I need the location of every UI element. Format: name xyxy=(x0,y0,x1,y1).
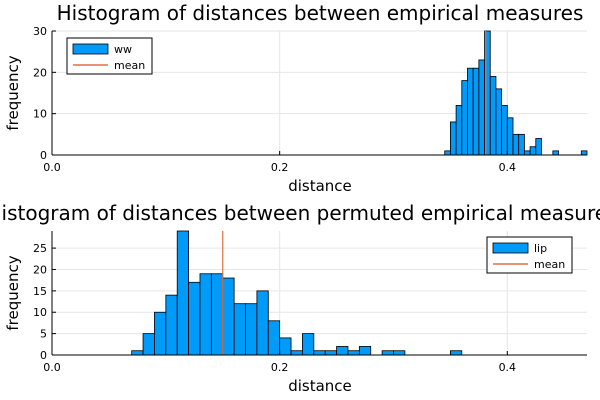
chart-bottom-xlabel: distance xyxy=(288,377,352,395)
x-tick-label: 0.2 xyxy=(271,161,289,174)
y-tick-label: 0 xyxy=(40,149,47,162)
y-tick-label: 0 xyxy=(40,349,47,362)
legend-label: mean xyxy=(114,59,145,72)
histogram-bar xyxy=(324,350,337,356)
histogram-bar xyxy=(188,281,201,356)
histogram-bar xyxy=(580,150,588,156)
histogram-bar xyxy=(478,59,485,156)
histogram-bar xyxy=(506,117,514,156)
y-tick-label: 30 xyxy=(33,25,47,38)
chart-top-title: Histogram of distances between empirical… xyxy=(57,1,584,25)
histogram-bar xyxy=(131,350,144,356)
legend-label: ww xyxy=(114,43,132,56)
chart-bottom-plot: 0.0 0.2 0.4 0 5 10 15 20 25 lip mean xyxy=(33,230,587,374)
histogram-bar xyxy=(142,333,155,356)
histogram-bar xyxy=(154,311,167,356)
histogram-bar xyxy=(518,133,525,156)
y-tick-label: 5 xyxy=(40,328,47,341)
x-tick-label: 0.2 xyxy=(271,361,289,374)
histogram-bar xyxy=(501,105,508,156)
histogram-bar xyxy=(313,350,326,356)
x-tick-label: 0.0 xyxy=(43,161,61,174)
y-tick-label: 10 xyxy=(33,108,47,121)
histogram-bar xyxy=(233,303,246,356)
x-tick-label: 0.4 xyxy=(499,361,517,374)
legend-swatch-bar xyxy=(492,242,529,254)
chart-top-ylabel: frequency xyxy=(4,55,22,130)
histogram-bar xyxy=(523,150,531,156)
x-tick-label: 0.4 xyxy=(499,161,517,174)
legend: ww mean xyxy=(66,37,153,75)
histogram-bar xyxy=(267,320,281,356)
histogram-bar xyxy=(552,150,559,156)
y-tick-label: 15 xyxy=(33,285,47,298)
histogram-bar xyxy=(279,337,292,356)
histogram-bar xyxy=(489,76,497,156)
histogram-bar xyxy=(358,346,372,356)
histogram-bar xyxy=(336,346,349,356)
histogram-bar xyxy=(450,350,463,356)
histogram-bar xyxy=(165,294,178,356)
histogram-bar xyxy=(444,150,451,156)
histogram-bar xyxy=(210,273,224,356)
y-tick-label: 20 xyxy=(33,263,47,276)
histogram-bar xyxy=(302,333,315,356)
histogram-bar xyxy=(472,67,480,156)
y-tick-label: 25 xyxy=(33,242,47,255)
legend-swatch-bar xyxy=(72,43,109,55)
chart-top-xlabel: distance xyxy=(288,177,352,195)
histogram-bar xyxy=(222,277,235,356)
histogram-bar xyxy=(199,273,212,356)
histogram-bar xyxy=(381,350,394,356)
chart-top: Histogram of distances between empirical… xyxy=(4,1,588,195)
histogram-bar xyxy=(529,146,537,156)
chart-bottom-title: Histogram of distances between permuted … xyxy=(0,201,600,225)
legend: lip mean xyxy=(486,236,573,274)
histogram-bar xyxy=(535,138,542,156)
chart-top-plot: 0.0 0.2 0.4 0 10 20 30 ww mean xyxy=(33,25,588,174)
histogram-bar xyxy=(467,67,474,156)
histogram-bar xyxy=(245,303,258,356)
histogram-bar xyxy=(495,88,503,156)
histogram-bar xyxy=(455,105,463,156)
x-tick-label: 0.0 xyxy=(43,361,61,374)
histogram-bar xyxy=(290,350,303,356)
histogram-bar xyxy=(450,121,457,156)
legend-label: lip xyxy=(534,242,547,255)
y-tick-label: 20 xyxy=(33,66,47,79)
legend-label: mean xyxy=(534,258,565,271)
histogram-bar xyxy=(461,80,468,156)
histogram-bar xyxy=(393,350,406,356)
y-tick-label: 10 xyxy=(33,306,47,319)
chart-bottom: Histogram of distances between permuted … xyxy=(0,201,600,395)
histogram-bar xyxy=(256,290,269,356)
chart-bottom-ylabel: frequency xyxy=(4,255,22,330)
histogram-bar xyxy=(347,350,360,356)
histogram-bar xyxy=(512,133,520,156)
histogram-bar xyxy=(176,230,189,356)
